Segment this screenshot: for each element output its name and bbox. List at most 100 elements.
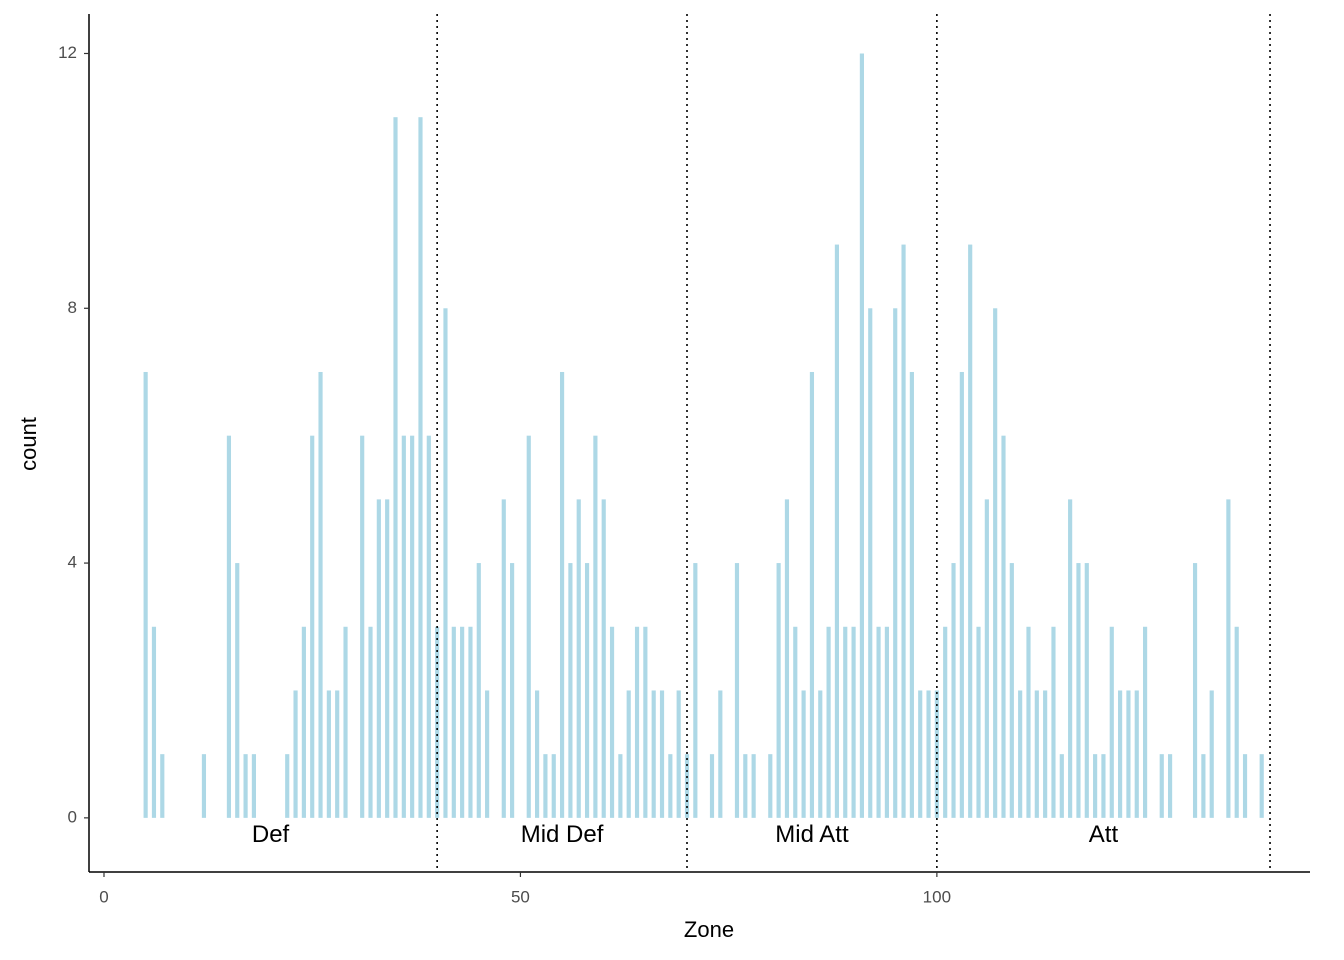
bar [776, 563, 781, 818]
bar [568, 563, 573, 818]
bar [226, 435, 232, 818]
bar [1109, 626, 1114, 818]
bar [1167, 754, 1173, 818]
zone-label: Att [1089, 821, 1119, 848]
bar [151, 626, 157, 818]
bar [984, 499, 989, 818]
bar [1159, 754, 1164, 818]
bar [460, 626, 465, 818]
bar [160, 754, 165, 818]
y-tick-label: 8 [68, 298, 77, 317]
bar [793, 626, 798, 818]
bar [1018, 690, 1023, 818]
bar [684, 754, 690, 818]
bar [1026, 626, 1031, 818]
bar [1068, 499, 1073, 818]
bar [451, 626, 456, 818]
bar [668, 754, 673, 818]
bar [584, 563, 590, 818]
bar [143, 371, 148, 818]
bar [1209, 690, 1214, 818]
bar [1034, 690, 1039, 818]
bar [526, 435, 531, 818]
bar [310, 435, 315, 818]
bar [976, 626, 981, 818]
bar [551, 754, 556, 818]
bar [643, 626, 648, 818]
y-axis-title: count [16, 417, 41, 471]
bar [876, 626, 881, 818]
bar [426, 435, 431, 818]
bar [1192, 563, 1198, 818]
bar [851, 626, 856, 818]
bar [918, 690, 923, 818]
bar [418, 117, 423, 818]
bar [884, 626, 889, 818]
bar [834, 244, 840, 818]
bar [601, 499, 606, 818]
x-tick-label: 100 [923, 887, 951, 906]
bar [368, 626, 373, 818]
bar [1201, 754, 1206, 818]
bar [443, 308, 448, 818]
bar [410, 435, 415, 818]
y-tick-label: 0 [68, 807, 77, 826]
bar [1118, 690, 1123, 818]
bar [926, 690, 931, 818]
bar [859, 53, 864, 818]
bar [1126, 690, 1131, 818]
bar [959, 371, 964, 818]
bar [1043, 690, 1048, 818]
bar [993, 308, 998, 818]
bar [626, 690, 631, 818]
bar [1234, 626, 1239, 818]
bar [201, 754, 207, 818]
zone-label: Def [252, 821, 290, 848]
bar [618, 754, 623, 818]
bar [1134, 690, 1139, 818]
bar [718, 690, 723, 818]
bar [709, 754, 715, 818]
bar [1101, 754, 1106, 818]
bar [401, 435, 406, 818]
bar [360, 435, 365, 818]
bar [476, 563, 481, 818]
zone-label: Mid Def [521, 821, 604, 848]
bar [943, 626, 948, 818]
bar [1059, 754, 1064, 818]
bar [676, 690, 681, 818]
zone-label: Mid Att [775, 821, 849, 848]
bar [1143, 626, 1148, 818]
bar [285, 754, 290, 818]
y-tick-label: 12 [58, 43, 77, 62]
bar [535, 690, 540, 818]
bar [326, 690, 331, 818]
bar [809, 371, 815, 818]
bar [501, 499, 506, 818]
bar [609, 626, 615, 818]
bar [235, 563, 240, 818]
bar [343, 626, 348, 818]
bar [543, 754, 548, 818]
x-tick-label: 50 [511, 887, 530, 906]
bar [893, 308, 898, 818]
bar [243, 754, 248, 818]
bar [385, 499, 390, 818]
bar [1242, 754, 1248, 818]
bar [1259, 754, 1264, 818]
bar [659, 690, 665, 818]
bar [843, 626, 848, 818]
bar [251, 754, 256, 818]
bar [1076, 563, 1081, 818]
bar [1009, 563, 1014, 818]
bar [826, 626, 831, 818]
bar [734, 563, 740, 818]
bar [768, 754, 773, 818]
bar [743, 754, 748, 818]
bar [1226, 499, 1231, 818]
bar [784, 499, 790, 818]
bar [1084, 563, 1089, 818]
bar [934, 690, 939, 818]
bar [1093, 754, 1098, 818]
